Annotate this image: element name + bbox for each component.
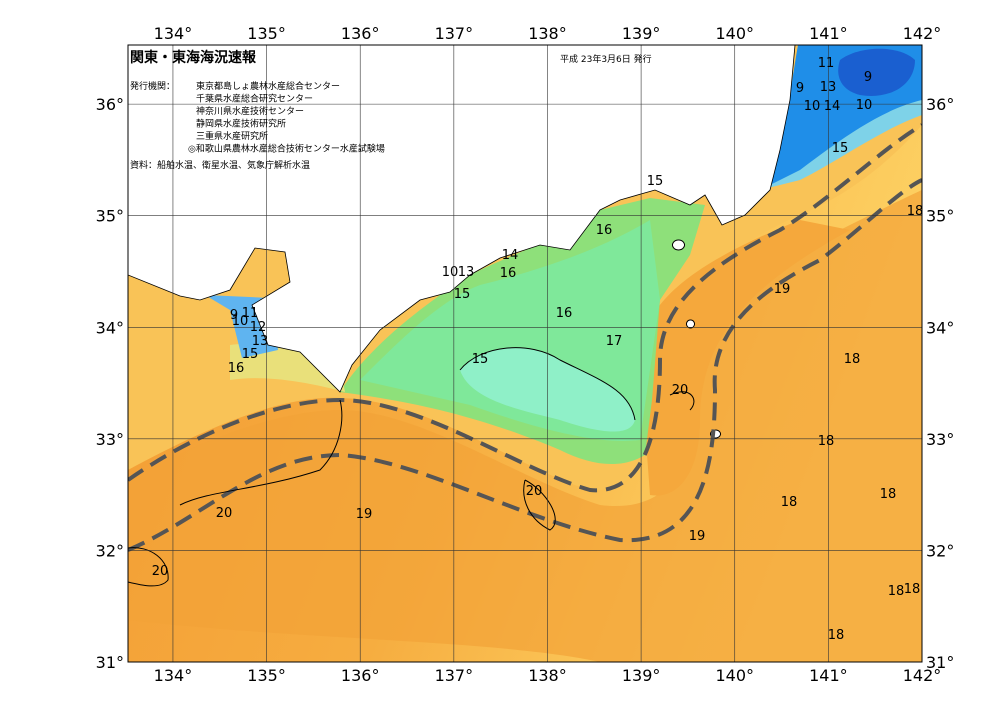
issuer-label: 発行機関： (130, 80, 175, 92)
contour-label: 13 (820, 80, 837, 95)
contour-label: 16 (500, 266, 517, 281)
lon-tick-label: 136° (341, 666, 380, 685)
lon-tick-label: 140° (715, 24, 754, 43)
lon-tick-label: 136° (341, 24, 380, 43)
lat-tick-label: 31° (926, 653, 954, 672)
contour-label: 19 (774, 282, 791, 297)
lon-tick-label: 141° (809, 666, 848, 685)
contour-label: 18 (907, 204, 924, 219)
lat-tick-label: 36° (96, 95, 124, 114)
lon-tick-label: 139° (622, 24, 661, 43)
contour-label: 9 (864, 70, 872, 85)
lon-tick-label: 138° (528, 24, 567, 43)
lat-tick-label: 33° (96, 430, 124, 449)
lat-tick-label: 35° (96, 207, 124, 226)
contour-label: 19 (356, 507, 373, 522)
contour-label: 18 (880, 487, 897, 502)
lon-tick-label: 137° (435, 666, 474, 685)
contour-label: 9 (230, 308, 238, 323)
contour-label: 15 (647, 174, 664, 189)
contour-label: 15 (454, 287, 471, 302)
lon-tick-label: 139° (622, 666, 661, 685)
contour-label: 14 (824, 99, 841, 114)
source: 資料：船舶水温、衛星水温、気象庁解析水温 (130, 159, 310, 171)
date: 平成 23年3月6日 発行 (560, 53, 652, 65)
contour-label: 15 (472, 352, 489, 367)
land (128, 45, 796, 393)
contour-label: 16 (228, 361, 245, 376)
contour-label: 20 (152, 564, 169, 579)
lon-tick-label: 140° (715, 666, 754, 685)
lat-tick-label: 31° (96, 653, 124, 672)
contours (128, 347, 695, 587)
coast-water (230, 343, 345, 392)
contour-label: 10 (442, 265, 459, 280)
contour-label: 18 (844, 352, 861, 367)
contour-label: 18 (828, 628, 845, 643)
lat-tick-label: 34° (926, 318, 954, 337)
contour-label: 15 (242, 347, 259, 362)
lon-tick-label: 142° (903, 666, 942, 685)
lon-tick-label: 142° (903, 24, 942, 43)
contour-label: 19 (689, 529, 706, 544)
kuroshio-axis-1 (128, 123, 922, 493)
kuroshio-axis-2 (128, 178, 922, 552)
contour-label: 10 (804, 99, 821, 114)
lon-tick-label: 135° (247, 24, 286, 43)
contour-label: 10 (856, 98, 873, 113)
contour-label: 20 (672, 383, 689, 398)
contour-label: 17 (606, 334, 623, 349)
lon-tick-label: 137° (435, 24, 474, 43)
lat-tick-label: 36° (926, 95, 954, 114)
contour-label: 16 (556, 306, 573, 321)
lat-tick-label: 33° (926, 430, 954, 449)
contour-label: 12 (250, 320, 267, 335)
lat-tick-label: 32° (96, 541, 124, 560)
issuer: 三重県水産研究所 (196, 130, 268, 142)
lat-tick-label: 34° (96, 318, 124, 337)
contour-label: 13 (252, 334, 269, 349)
contour-label: 10 (232, 314, 249, 329)
issuer: 神奈川県水産技術センター (196, 105, 304, 117)
title: 関東・東海海況速報 (130, 49, 257, 66)
contour-label: 16 (596, 223, 613, 238)
issuer: 千葉県水産総合研究センター (196, 93, 313, 105)
lon-tick-label: 134° (154, 666, 193, 685)
issuer: ◎和歌山県農林水産総合技術センター水産試験場 (188, 143, 385, 155)
contour-label: 15 (832, 141, 849, 156)
cold-core-ne (838, 48, 915, 96)
contour-label: 13 (458, 265, 475, 280)
lon-tick-label: 141° (809, 24, 848, 43)
contour-label: 18 (818, 434, 835, 449)
frame (127, 44, 923, 663)
issuer: 東京都島しょ農林水産総合センター (196, 80, 340, 92)
issuer: 静岡県水産技術研究所 (196, 118, 286, 130)
contour-label: 9 (796, 81, 804, 96)
lon-tick-label: 134° (154, 24, 193, 43)
lon-tick-label: 138° (528, 666, 567, 685)
contour-label: 11 (818, 56, 835, 71)
lat-tick-label: 35° (926, 207, 954, 226)
contour-label: 20 (216, 506, 233, 521)
contour-label: 11 (242, 306, 259, 321)
grid (128, 45, 922, 662)
contour-label: 20 (526, 484, 543, 499)
contour-label: 18 (904, 582, 921, 597)
lat-tick-label: 32° (926, 541, 954, 560)
contour-label: 18 (888, 584, 905, 599)
lon-tick-label: 135° (247, 666, 286, 685)
map-layers (128, 45, 922, 662)
contour-label: 18 (781, 495, 798, 510)
contour-label: 14 (502, 248, 519, 263)
